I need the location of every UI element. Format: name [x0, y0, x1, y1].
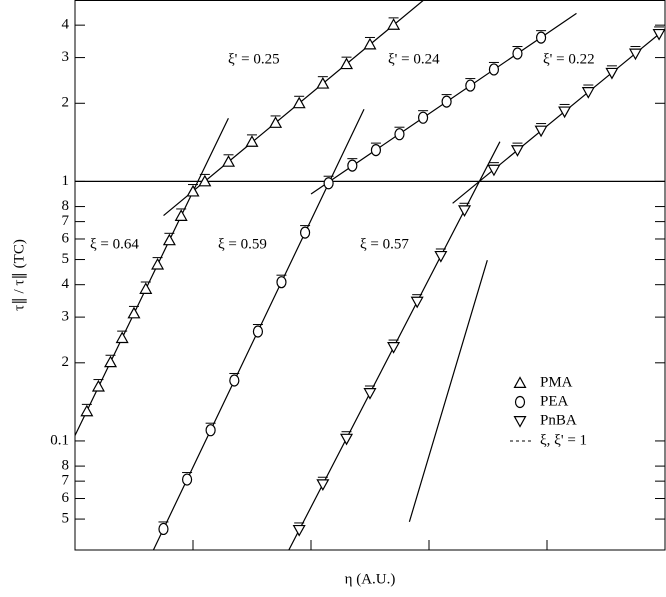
marker: [316, 479, 330, 491]
y-tick-label: 2: [62, 95, 70, 111]
y-tick-label: 8: [62, 198, 70, 214]
marker: [558, 106, 572, 119]
y-tick-label: 2: [62, 354, 70, 370]
y-tick-label: 7: [62, 213, 70, 229]
marker: [340, 57, 354, 70]
marker: [229, 374, 240, 387]
marker: [652, 28, 665, 41]
marker: [181, 473, 193, 486]
marker: [514, 395, 526, 409]
marker: [387, 342, 401, 354]
marker: [91, 379, 105, 392]
y-tick-label: 0.1: [50, 432, 69, 448]
annotation: ξ = 0.64: [90, 236, 139, 252]
marker: [487, 164, 501, 177]
marker: [323, 177, 334, 190]
marker: [299, 226, 311, 239]
marker: [605, 67, 619, 80]
marker: [115, 331, 129, 344]
marker: [252, 325, 264, 338]
marker: [512, 47, 523, 60]
marker: [222, 155, 236, 167]
marker: [535, 31, 547, 44]
marker: [340, 433, 354, 446]
marker: [465, 79, 476, 92]
annotation: ξ' = 0.22: [543, 51, 595, 67]
marker: [417, 111, 429, 124]
plot-frame: [74, 0, 666, 551]
marker: [316, 76, 330, 89]
y-tick-label: 8: [62, 458, 70, 474]
plot-area: [75, 0, 665, 550]
y-tick-label: 3: [62, 49, 70, 65]
y-tick-label: 4: [62, 17, 70, 33]
marker: [139, 282, 153, 294]
y-tick-label: 6: [62, 490, 70, 506]
marker: [292, 524, 306, 537]
marker: [513, 376, 527, 388]
reference-line: [408, 260, 488, 522]
marker: [245, 135, 259, 147]
x-axis-label: η (A.U.): [345, 571, 396, 587]
marker: [513, 416, 527, 428]
marker: [488, 63, 500, 76]
marker: [441, 95, 452, 108]
marker: [174, 209, 188, 221]
marker: [292, 96, 306, 109]
marker: [370, 144, 382, 157]
y-tick-label: 4: [62, 276, 70, 292]
marker: [387, 18, 401, 30]
y-tick-label: 7: [62, 473, 70, 489]
marker: [80, 404, 94, 417]
marker: [186, 184, 200, 197]
marker: [104, 355, 118, 368]
legend-label: ξ, ξ' = 1: [540, 432, 587, 448]
marker: [198, 174, 212, 187]
marker: [628, 48, 642, 61]
y-tick-label: 3: [62, 309, 70, 325]
y-tick-label: 6: [62, 230, 70, 246]
marker: [205, 424, 216, 437]
marker: [127, 306, 141, 319]
marker: [434, 250, 448, 263]
annotation: ξ' = 0.24: [388, 51, 440, 67]
legend-label: PnBA: [540, 412, 577, 428]
annotation: ξ = 0.57: [360, 236, 409, 252]
y-axis-label: τ∥ / τ∥ (TC): [11, 239, 27, 311]
marker: [510, 145, 524, 157]
fit-line: [452, 28, 665, 204]
annotation: ξ' = 0.25: [228, 51, 280, 67]
marker: [581, 87, 595, 99]
marker: [363, 388, 377, 400]
marker: [269, 116, 283, 128]
legend-label: PMA: [540, 374, 573, 390]
annotation: ξ = 0.59: [218, 236, 267, 252]
marker: [347, 159, 358, 172]
marker: [162, 233, 176, 246]
marker: [534, 125, 548, 138]
marker: [158, 522, 169, 536]
marker: [363, 37, 377, 50]
legend-label: PEA: [540, 393, 569, 409]
marker: [394, 128, 405, 141]
marker: [458, 205, 472, 218]
marker: [410, 296, 424, 309]
marker: [276, 276, 287, 289]
y-tick-label: 1: [62, 173, 70, 189]
fit-line: [75, 117, 229, 437]
marker: [151, 257, 165, 270]
y-tick-label: 5: [62, 251, 70, 267]
y-tick-label: 5: [62, 511, 70, 527]
